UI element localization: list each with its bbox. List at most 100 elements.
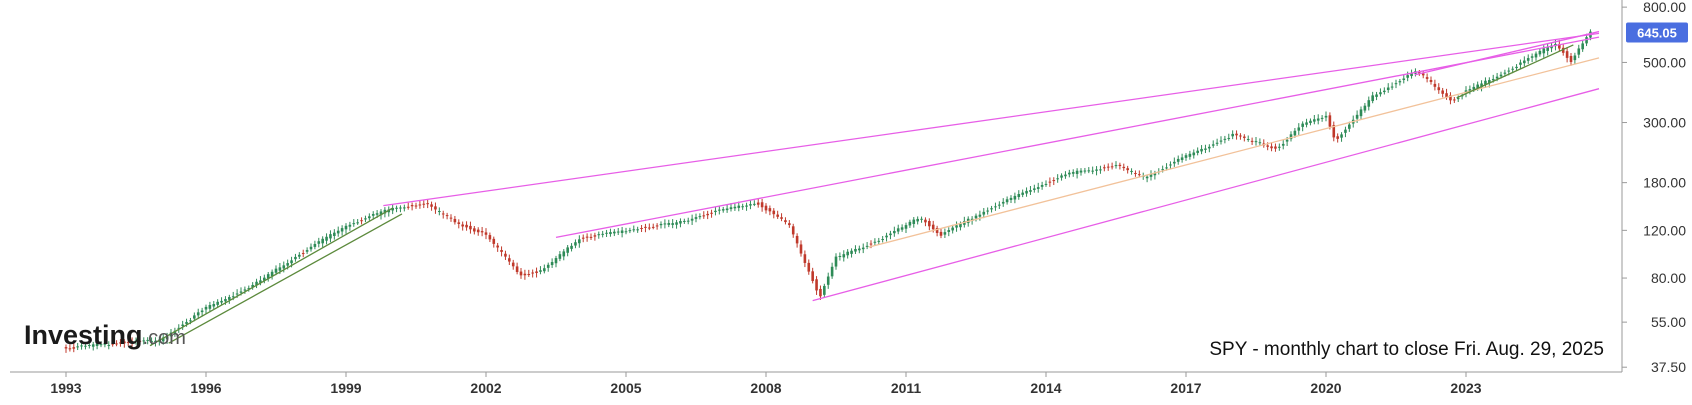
y-tick-label: 55.00: [1651, 314, 1686, 330]
candle-body: [1375, 94, 1378, 97]
candle-body: [212, 304, 216, 307]
candle-body: [955, 225, 958, 228]
candle-body: [815, 279, 818, 291]
candle-body: [445, 215, 449, 217]
candle-body: [1056, 178, 1059, 180]
candle-body: [449, 217, 453, 219]
candle-body: [1219, 140, 1223, 142]
x-tick-label: 2023: [1450, 380, 1481, 396]
candle-body: [181, 324, 184, 327]
candle-body: [1386, 87, 1390, 91]
candle-body: [1075, 170, 1079, 174]
candle-body: [305, 250, 309, 252]
candle-body: [998, 204, 1001, 206]
candle-body: [877, 240, 881, 242]
x-tick-label: 2014: [1030, 380, 1061, 396]
candle-body: [659, 223, 663, 226]
candle-body: [539, 270, 542, 272]
candle-body: [1208, 146, 1211, 149]
candle-body: [360, 220, 363, 222]
candle-body: [239, 291, 243, 293]
candle-body: [896, 228, 900, 232]
candle-body: [488, 235, 492, 240]
candle-body: [1033, 188, 1036, 190]
candle-body: [550, 262, 554, 266]
candle-body: [1048, 181, 1052, 183]
candle-body: [885, 235, 888, 238]
last-price-box: [1626, 22, 1688, 43]
candle-body: [710, 212, 713, 214]
candle-body: [616, 231, 620, 233]
candle-body: [760, 202, 764, 208]
candle-body: [403, 207, 406, 209]
candle-body: [119, 342, 122, 344]
candle-body: [644, 226, 647, 228]
candle-body: [95, 343, 99, 346]
candle-body: [189, 320, 192, 322]
candle-body: [756, 202, 760, 205]
candle-body: [99, 344, 103, 346]
y-axis-ticks: 800.00 500.00 300.00 180.00 120.00 80.00 55.00…: [1622, 0, 1686, 375]
candle-body: [391, 207, 394, 211]
candle-body: [371, 213, 375, 216]
candle-body: [1005, 199, 1009, 203]
candle-body: [523, 273, 527, 276]
candle-body: [1390, 86, 1394, 88]
x-tick-label: 1999: [330, 380, 361, 396]
candle-body: [1281, 143, 1285, 146]
candle-body: [718, 209, 721, 211]
candle-body: [764, 205, 768, 211]
candle-body: [768, 208, 772, 212]
candle-body: [1040, 184, 1044, 187]
candle-body: [1340, 134, 1343, 138]
candle-body: [1585, 37, 1588, 44]
candle-body: [830, 266, 834, 277]
candle-body: [1231, 133, 1234, 137]
candle-body: [352, 223, 356, 225]
candle-body: [150, 340, 153, 343]
candle-body: [1165, 167, 1168, 169]
candle-body: [1429, 79, 1433, 82]
candle-body: [535, 271, 538, 274]
candle-body: [243, 289, 247, 291]
candle-body: [1025, 190, 1028, 194]
candle-body: [648, 227, 651, 229]
candle-body: [500, 249, 503, 252]
candle-body: [714, 210, 717, 213]
candle-body: [228, 297, 231, 300]
candle-body: [76, 346, 79, 348]
candle-body: [589, 236, 593, 238]
candle-body: [1161, 169, 1164, 171]
candle-body: [263, 277, 266, 281]
candle-body: [457, 222, 461, 224]
candle-body: [585, 236, 589, 238]
candle-body: [819, 288, 822, 297]
candle-body: [1468, 89, 1472, 91]
candle-body: [1044, 183, 1048, 185]
candle-body: [259, 280, 262, 283]
candle-body: [928, 220, 931, 227]
x-tick-label: 1993: [50, 380, 81, 396]
candle-body: [1013, 195, 1017, 200]
candle-body: [1243, 136, 1246, 138]
candle-body: [663, 223, 667, 225]
x-axis-ticks: 1993 1996 1999 2002 2005 2008 2011 2014 2017 2020…: [50, 372, 1482, 396]
candle-body: [72, 347, 76, 349]
candle-body: [1091, 170, 1094, 172]
candle-body: [220, 300, 223, 303]
candle-body: [1235, 133, 1238, 136]
candle-body: [1254, 141, 1258, 143]
candle-body: [893, 230, 896, 234]
candle-body: [88, 344, 91, 346]
candle-body: [1433, 83, 1437, 87]
candle-body: [399, 207, 402, 209]
candle-body: [379, 211, 383, 216]
candle-body: [1021, 192, 1024, 195]
candle-body: [1126, 168, 1129, 171]
candle-body: [620, 230, 624, 233]
candle-body: [558, 254, 562, 259]
candle-body: [1196, 150, 1199, 153]
brand-logo-text: Investing.com: [24, 320, 186, 350]
